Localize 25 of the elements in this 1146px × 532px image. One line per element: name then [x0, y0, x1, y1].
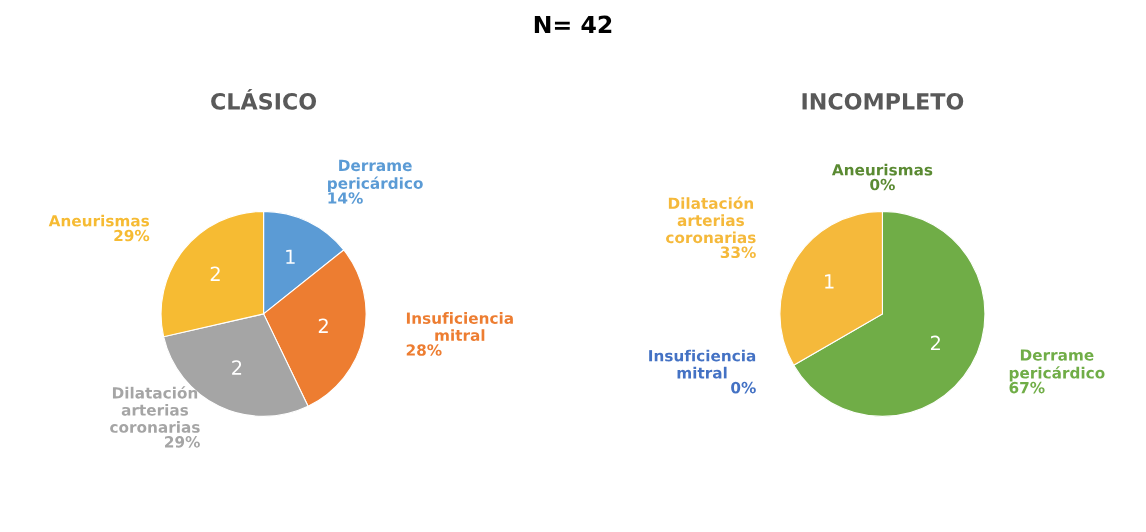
data-label: 1 — [286, 249, 295, 264]
text: 29% — [165, 436, 200, 448]
text: 0% — [731, 381, 756, 394]
chart-title: CLÁSICO — [211, 88, 317, 110]
text: N= 42 — [534, 15, 612, 34]
text: 14% — [328, 192, 363, 204]
slice-label: Dilatación arterias coronarias — [110, 386, 200, 433]
chart-title: INCOMPLETO — [802, 92, 964, 110]
slice-label: Aneurismas — [48, 214, 150, 227]
text: 0% — [870, 178, 895, 191]
slice-label: Derrame pericárdico — [1009, 349, 1105, 382]
data-label: 2 — [210, 266, 220, 281]
slice-label: Dilatación arterias coronarias — [666, 196, 756, 244]
slice-label: Derrame pericárdico — [328, 159, 423, 192]
data-label: 2 — [930, 335, 940, 351]
data-label: 2 — [318, 318, 328, 333]
text: 33% — [720, 246, 756, 259]
text: 28% — [406, 344, 442, 356]
text: 67% — [1009, 381, 1045, 394]
data-label: 1 — [825, 274, 834, 289]
text: 29% — [114, 229, 150, 242]
category-label: Insuficiencia mitral — [649, 349, 756, 379]
category-label: Aneurismas — [831, 163, 933, 176]
slice-label: Insuficiencia mitral — [406, 312, 513, 342]
data-label: 2 — [232, 360, 242, 375]
